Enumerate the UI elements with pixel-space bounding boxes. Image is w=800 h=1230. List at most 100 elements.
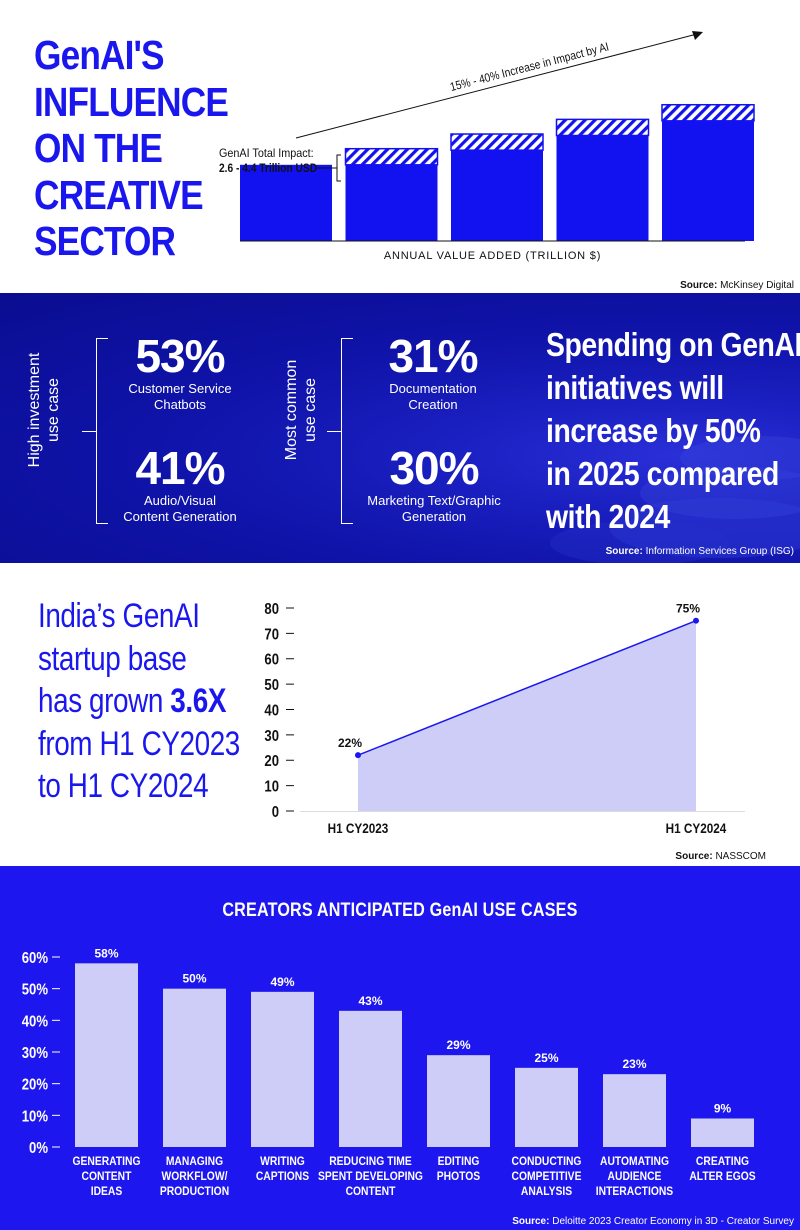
india-line: startup base (38, 639, 187, 678)
title-line: INFLUENCE (34, 78, 229, 125)
title-line: ON THE (34, 125, 163, 171)
creators-value-label: 43% (358, 994, 382, 1008)
india-line: has grown 3.6X (38, 680, 240, 723)
vlabel-line: use case (45, 377, 62, 443)
creators-category-label: ANALYSIS (521, 1185, 573, 1198)
india-y-tick-label: 80 (264, 601, 279, 618)
spending-line: in 2025 compared (546, 455, 779, 492)
stat-audio-visual: 41% Audio/Visual Content Generation (110, 443, 250, 525)
stat-documentation: 31% Documentation Creation (358, 331, 508, 413)
spending-statement: Spending on GenAI initiatives will incre… (546, 323, 800, 538)
vlabel-line: use case (302, 377, 319, 443)
source-mckinsey: Source: McKinsey Digital (680, 280, 794, 291)
stat-label: Content Generation (123, 509, 237, 524)
impact-section: GenAI'S INFLUENCE ON THE CREATIVE SECTOR… (0, 0, 800, 293)
india-x-tick-label: H1 CY2023 (328, 820, 389, 836)
creators-category-label: IDEAS (91, 1185, 123, 1198)
creators-value-label: 50% (182, 972, 206, 986)
annotation-value: 2.6 - 4.4 Trillion USD (219, 161, 318, 175)
source-text: McKinsey Digital (720, 280, 794, 291)
creators-category-label: CONTENT (82, 1170, 132, 1183)
creators-chart: 0% 10% 20% 30% 40% 50% 60% 58% GENERATING CONTENT… (22, 946, 756, 1198)
stat-value: 30% (389, 442, 479, 494)
growth-highlight: 3.6X (170, 682, 227, 720)
india-line: India’s GenAI (38, 597, 200, 635)
impact-x-axis-label: ANNUAL VALUE ADDED (TRILLION $) (383, 250, 602, 262)
india-statement: India’s GenAI startup base has grown 3.6… (38, 595, 240, 808)
title-line: GenAI'S (34, 32, 165, 78)
annotation-bracket (336, 154, 341, 182)
stat-label: Marketing Text/Graphic (367, 493, 501, 508)
creators-value-label: 23% (622, 1057, 646, 1071)
creators-category-label: CREATING (696, 1155, 749, 1168)
impact-bar-base (345, 164, 438, 241)
creators-bar (251, 991, 314, 1147)
most-common-label: Most common use case (282, 330, 320, 490)
stat-label: Documentation (389, 381, 477, 396)
india-point (693, 617, 699, 624)
india-section: India’s GenAI startup base has grown 3.6… (0, 563, 800, 866)
trend-arrow (295, 33, 698, 139)
india-value-label: 22% (338, 736, 362, 750)
creators-category-label: SPENT DEVELOPING (318, 1170, 423, 1183)
stat-label: Audio/Visual (143, 493, 217, 508)
stat-chatbots: 53% Customer Service Chatbots (110, 331, 250, 413)
title-line: CREATIVE (34, 171, 204, 218)
stat-marketing: 30% Marketing Text/Graphic Generation (356, 443, 512, 525)
creators-category-label: PRODUCTION (160, 1185, 229, 1198)
india-y-tick-label: 60 (264, 652, 279, 669)
india-series-line (357, 619, 697, 756)
stat-value: 31% (388, 330, 478, 382)
india-y-tick-label: 20 (264, 753, 279, 770)
india-x-tick-label: H1 CY2024 (666, 820, 727, 836)
creators-category-label: CAPTIONS (256, 1170, 310, 1183)
india-y-tick-label: 10 (264, 779, 279, 796)
india-y-tick-label: 30 (264, 728, 279, 745)
annotation-line: GenAI Total Impact: (219, 146, 314, 160)
creators-category-label: AUTOMATING (600, 1155, 669, 1168)
spending-line: initiatives will (546, 369, 724, 406)
creators-category-label: ALTER EGOS (689, 1170, 756, 1183)
impact-bar-base (451, 150, 543, 241)
stat-label: Generation (401, 509, 467, 524)
creators-y-tick-label: 10% (22, 1108, 48, 1125)
creators-bar (163, 988, 226, 1147)
creators-bar (603, 1074, 666, 1147)
creators-title: CREATORS ANTICIPATED GenAI USE CASES (0, 900, 800, 922)
creators-bar (427, 1055, 490, 1147)
creators-category-label: MANAGING (166, 1155, 224, 1168)
creators-y-tick-label: 20% (22, 1077, 48, 1094)
creators-bar (691, 1118, 754, 1147)
source-label: Source: (512, 1216, 550, 1227)
india-startup-chart: 0 10 20 30 40 50 60 70 80 22% H1 CY2023 75% H1 CY202… (264, 601, 745, 836)
stat-label: Chatbots (153, 397, 207, 412)
most-common-bracket (341, 338, 353, 524)
india-y-tick-label: 40 (264, 702, 279, 719)
spending-line: increase by 50% (546, 412, 761, 449)
creators-section: CREATORS ANTICIPATED GenAI USE CASES 0% 1… (0, 866, 800, 1230)
trend-arrowhead (692, 31, 703, 40)
impact-bar-increment (344, 147, 439, 166)
spending-line: Spending on GenAI (546, 326, 800, 363)
impact-bar-increment (661, 103, 755, 122)
impact-chart (240, 31, 755, 242)
creators-bar (75, 963, 138, 1147)
creators-category-label: WRITING (260, 1155, 305, 1168)
source-text: NASSCOM (715, 851, 766, 862)
source-label: Source: (675, 851, 713, 862)
creators-value-label: 58% (94, 946, 118, 960)
source-label: Source: (605, 546, 643, 557)
creators-category-label: PHOTOS (437, 1170, 481, 1183)
stat-value: 53% (135, 330, 225, 382)
india-y-tick-label: 50 (264, 677, 279, 694)
impact-bar-base (240, 164, 332, 241)
creators-y-tick-label: 40% (22, 1013, 48, 1030)
creators-value-label: 25% (534, 1051, 558, 1065)
india-line: from H1 CY2023 (38, 724, 240, 763)
total-impact-annotation: GenAI Total Impact: 2.6 - 4.4 Trillion U… (219, 146, 334, 176)
creators-y-tick-label: 60% (22, 950, 48, 967)
creators-category-label: COMPETITIVE (512, 1170, 582, 1183)
source-nasscom: Source: NASSCOM (675, 851, 766, 862)
creators-category-label: CONDUCTING (512, 1155, 582, 1168)
creators-value-label: 49% (270, 975, 294, 989)
